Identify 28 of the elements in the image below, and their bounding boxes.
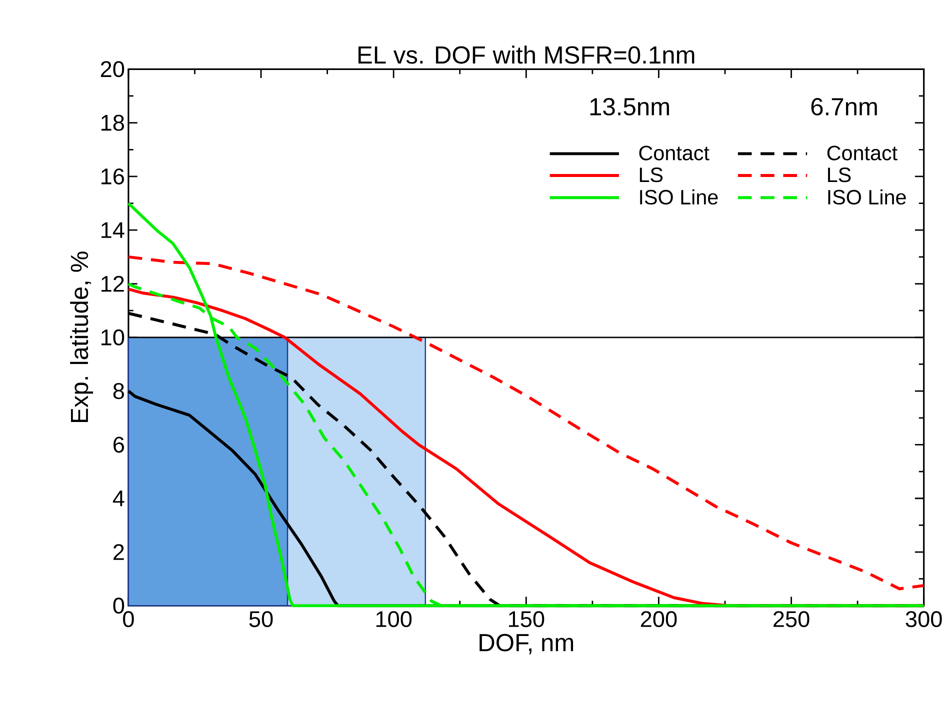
- y-tick-label: 0: [113, 598, 124, 614]
- x-axis-title: DOF, nm: [480, 634, 574, 654]
- legend-label: ISO Line: [640, 190, 718, 205]
- y-tick-label: 14: [102, 222, 124, 238]
- annotation: 13.5nm: [590, 98, 669, 116]
- legend-label: LS: [640, 168, 663, 182]
- x-tick-label: 150: [508, 611, 544, 628]
- legend-label: Contact: [639, 146, 710, 161]
- legend-label: Contact: [827, 146, 898, 161]
- y-tick-label: 2: [114, 544, 124, 560]
- y-tick-label: 12: [102, 276, 124, 292]
- x-tick-label: 50: [249, 611, 273, 628]
- x-tick-label: 100: [376, 611, 412, 628]
- y-tick-label: 4: [112, 490, 124, 506]
- x-tick-label: 250: [774, 611, 810, 628]
- chart-title: EL vs. DOF with MSFR=0.1nm: [358, 46, 694, 64]
- legend-label: ISO Line: [828, 190, 906, 205]
- y-tick-label: 10: [102, 330, 124, 346]
- y-tick-label: 18: [102, 115, 124, 132]
- legend-label: LS: [828, 168, 851, 182]
- y-tick-label: 20: [100, 61, 124, 78]
- x-tick-label: 200: [640, 611, 677, 628]
- annotation: 6.7nm: [811, 98, 877, 116]
- y-tick-label: 16: [102, 168, 124, 185]
- y-tick-label: 8: [113, 383, 124, 400]
- x-tick-label: 300: [906, 611, 942, 628]
- y-axis-title: Exp. latitude, %: [70, 252, 94, 422]
- y-tick-label: 6: [114, 436, 124, 453]
